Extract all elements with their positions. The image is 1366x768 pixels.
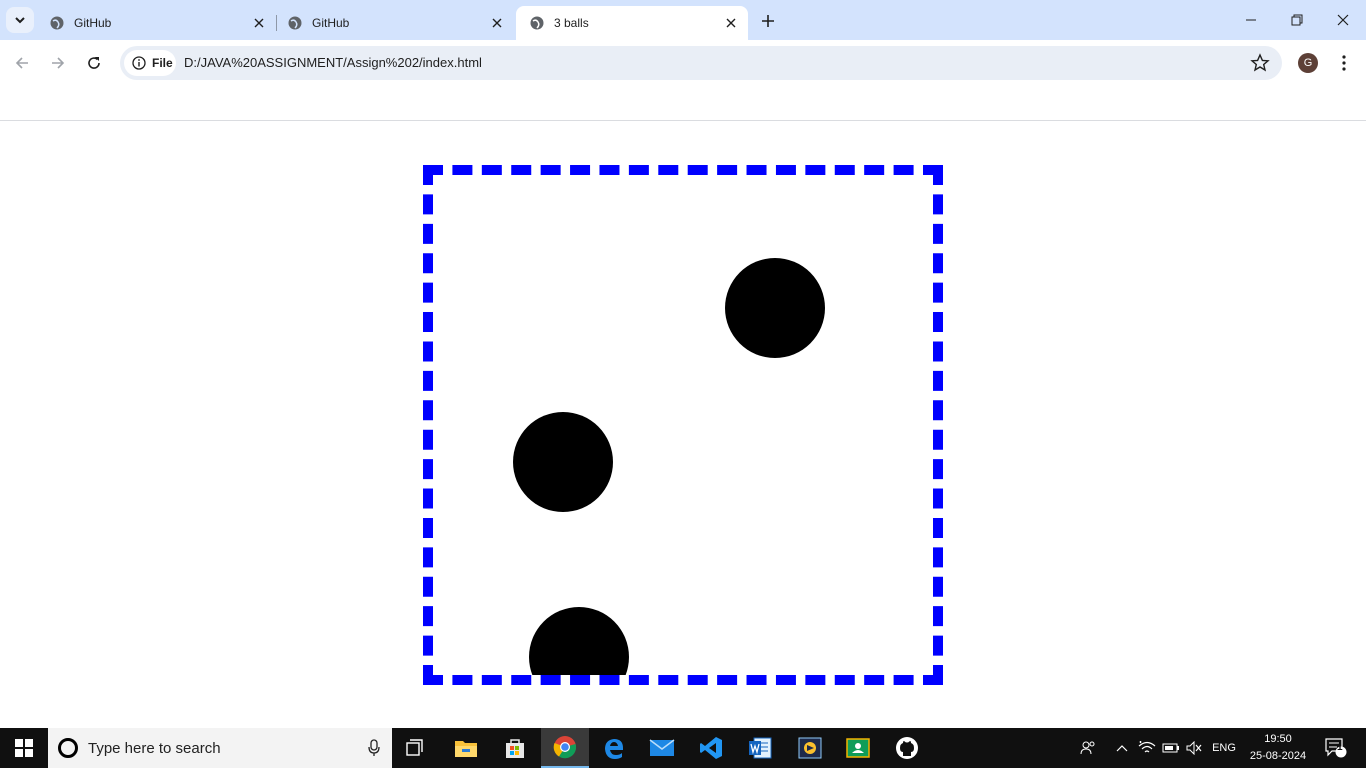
notification-icon <box>1325 738 1347 758</box>
ball-1 <box>725 258 825 358</box>
file-explorer-button[interactable] <box>442 728 490 768</box>
task-view-button[interactable] <box>392 728 440 768</box>
minimize-icon <box>1246 19 1256 21</box>
tab-title: GitHub <box>312 16 350 30</box>
microphone-icon[interactable] <box>368 739 380 757</box>
ball-container <box>423 165 943 685</box>
restore-icon <box>1291 14 1303 26</box>
clock-date: 25-08-2024 <box>1249 750 1307 762</box>
wifi-icon <box>1138 741 1156 753</box>
edge-button[interactable] <box>590 728 638 768</box>
notifications-button[interactable]: 1 <box>1318 728 1354 768</box>
chrome-button[interactable] <box>541 728 589 768</box>
tab-close-button[interactable] <box>722 14 740 32</box>
word-button[interactable] <box>736 728 784 768</box>
ball-3 <box>529 607 629 675</box>
start-button[interactable] <box>0 728 48 768</box>
taskbar: Type here to search <box>0 728 1366 768</box>
back-button[interactable] <box>6 47 38 79</box>
tab-title: GitHub <box>74 16 112 30</box>
tab-title: 3 balls <box>554 16 589 30</box>
people-icon <box>1080 741 1095 755</box>
globe-icon <box>530 16 544 30</box>
photos-button[interactable] <box>786 728 834 768</box>
word-icon <box>749 737 772 759</box>
close-icon <box>726 18 736 28</box>
github-desktop-button[interactable] <box>883 728 931 768</box>
tab-search-button[interactable] <box>6 7 34 33</box>
google-classroom-button[interactable] <box>834 728 882 768</box>
microsoft-store-button[interactable] <box>491 728 539 768</box>
people-button[interactable] <box>1076 728 1100 768</box>
notification-count: 1 <box>1337 742 1343 753</box>
search-placeholder: Type here to search <box>88 739 221 757</box>
arrow-left-icon <box>15 57 28 69</box>
chrome-icon <box>553 736 577 759</box>
chevron-up-icon <box>1116 745 1128 752</box>
close-window-button[interactable] <box>1320 0 1366 40</box>
volume-button[interactable] <box>1184 728 1204 768</box>
vscode-icon <box>700 737 722 759</box>
reload-button[interactable] <box>78 47 110 79</box>
tab-3-balls[interactable]: 3 balls <box>516 6 748 40</box>
language-indicator[interactable]: ENG <box>1212 742 1236 754</box>
edge-icon <box>605 739 623 759</box>
microsoft-store-icon <box>506 739 524 758</box>
network-button[interactable] <box>1136 728 1158 768</box>
task-view-icon <box>406 739 423 756</box>
globe-icon <box>288 16 302 30</box>
photos-icon <box>798 737 822 759</box>
taskbar-search-box[interactable]: Type here to search <box>48 728 392 768</box>
tab-close-button[interactable] <box>488 14 506 32</box>
url-text[interactable]: D:/JAVA%20ASSIGNMENT/Assign%202/index.ht… <box>184 55 482 70</box>
tab-close-button[interactable] <box>250 14 268 32</box>
tab-github-1[interactable]: GitHub <box>36 6 277 40</box>
browser-menu-button[interactable] <box>1334 51 1354 75</box>
tab-strip: GitHub GitHub 3 balls <box>0 0 1366 40</box>
close-icon <box>492 18 502 28</box>
more-vertical-icon <box>1342 55 1346 71</box>
google-classroom-icon <box>846 738 870 758</box>
globe-icon <box>50 16 64 30</box>
bookmark-star-icon[interactable] <box>1250 53 1270 73</box>
mail-button[interactable] <box>638 728 686 768</box>
github-desktop-icon <box>896 737 918 759</box>
volume-muted-icon <box>1186 741 1202 755</box>
address-bar[interactable]: File D:/JAVA%20ASSIGNMENT/Assign%202/ind… <box>120 46 1282 80</box>
clock[interactable]: 19:50 25-08-2024 <box>1246 731 1310 765</box>
file-explorer-icon <box>455 741 477 757</box>
close-icon <box>1337 14 1349 26</box>
browser-toolbar: File D:/JAVA%20ASSIGNMENT/Assign%202/ind… <box>0 40 1366 86</box>
arrow-right-icon <box>52 57 65 69</box>
chip-label: File <box>152 56 173 70</box>
minimize-button[interactable] <box>1228 0 1274 40</box>
chevron-down-icon <box>15 17 25 24</box>
battery-button[interactable] <box>1160 728 1182 768</box>
page-divider <box>0 120 1366 121</box>
battery-icon <box>1162 743 1179 753</box>
mail-icon <box>649 739 675 756</box>
tab-separator <box>276 15 277 31</box>
ball-2 <box>513 412 613 512</box>
plus-icon <box>762 15 774 27</box>
reload-icon <box>88 57 100 69</box>
forward-button[interactable] <box>42 47 74 79</box>
restore-button[interactable] <box>1274 0 1320 40</box>
windows-logo-icon <box>15 739 33 757</box>
show-hidden-icons-button[interactable] <box>1112 728 1132 768</box>
site-info-chip[interactable]: File <box>124 50 176 76</box>
vscode-button[interactable] <box>687 728 735 768</box>
tab-github-2[interactable]: GitHub <box>274 6 514 40</box>
profile-avatar[interactable]: G <box>1298 53 1318 73</box>
info-icon <box>132 56 146 70</box>
clock-time: 19:50 <box>1264 733 1292 745</box>
search-circle-icon <box>58 738 78 758</box>
close-icon <box>254 18 264 28</box>
new-tab-button[interactable] <box>755 8 781 34</box>
